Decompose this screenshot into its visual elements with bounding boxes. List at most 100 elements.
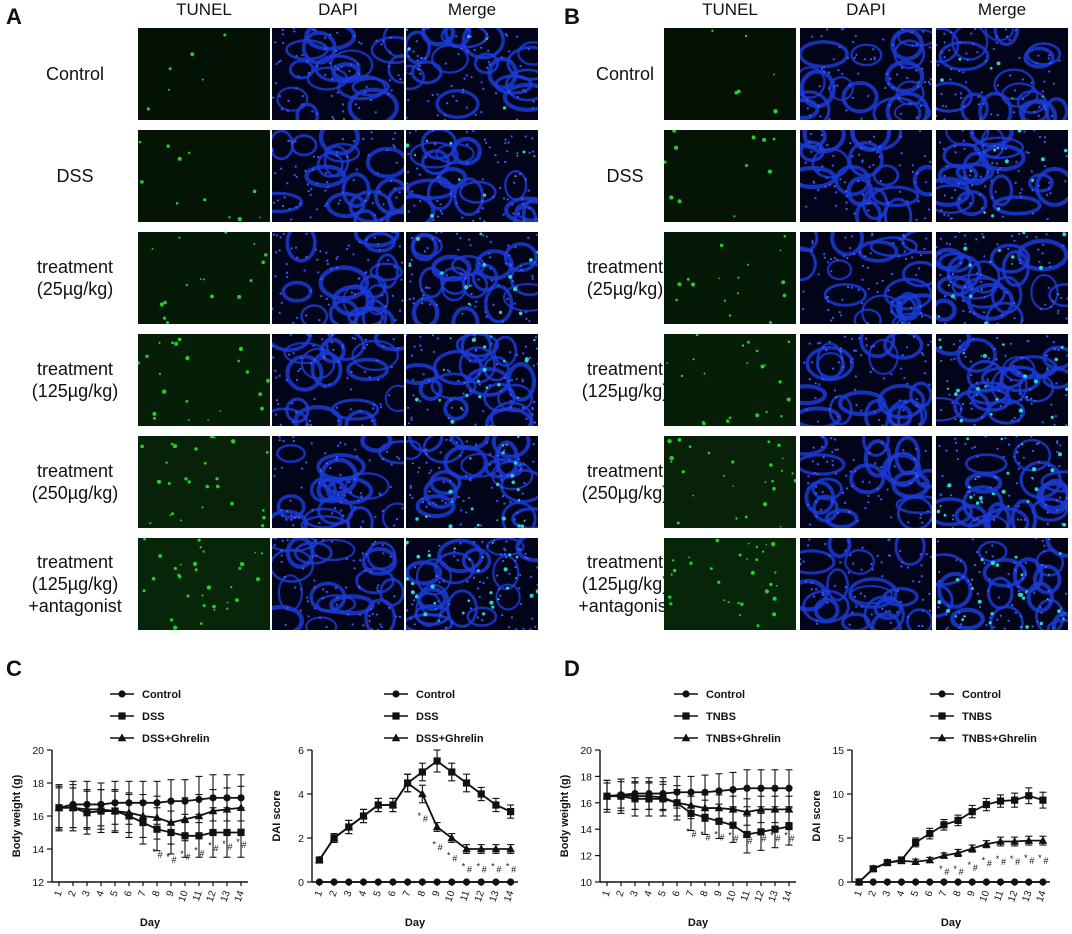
- significance-hash: #: [973, 863, 978, 873]
- significance-star: *: [418, 811, 422, 821]
- data-point: [982, 800, 990, 809]
- merge-micrograph: [406, 538, 538, 630]
- merge-micrograph: [406, 436, 538, 528]
- significance-hash: #: [467, 864, 472, 874]
- data-point: [418, 768, 426, 776]
- panel-letter-b: B: [564, 4, 580, 29]
- data-point: [1024, 836, 1034, 844]
- data-point: [602, 791, 612, 800]
- x-tick-label: 7: [401, 889, 413, 898]
- data-point: [757, 828, 765, 836]
- row-label-a-2: DSS: [0, 165, 150, 187]
- data-point: [194, 811, 204, 820]
- data-point: [388, 800, 398, 809]
- row-label-b-3: treatment (25µg/kg): [550, 256, 700, 300]
- significance-star: *: [982, 856, 986, 866]
- significance-hash: #: [241, 840, 246, 850]
- row-label-line: treatment: [586, 257, 664, 277]
- data-point: [701, 788, 709, 796]
- data-point: [616, 790, 626, 799]
- y-tick-label: 16: [32, 811, 44, 823]
- data-point: [68, 803, 78, 811]
- significance-hash: #: [511, 864, 516, 874]
- significance-hash: #: [157, 850, 162, 860]
- dapi-micrograph: [800, 436, 932, 528]
- x-tick-label: 14: [233, 889, 247, 904]
- data-point: [1025, 878, 1033, 886]
- significance-star: *: [506, 861, 510, 871]
- data-point: [770, 804, 780, 813]
- data-point: [507, 808, 515, 816]
- y-tick-label: 18: [580, 771, 592, 783]
- x-tick-label: 6: [923, 889, 935, 898]
- row-label-line: DSS: [606, 166, 644, 186]
- significance-star: *: [728, 831, 732, 841]
- significance-star: *: [686, 827, 690, 837]
- significance-hash: #: [185, 852, 190, 862]
- legend-marker: [938, 690, 946, 698]
- x-tick-label: 2: [67, 889, 79, 898]
- tunel-micrograph: [138, 436, 270, 528]
- data-point: [432, 822, 442, 831]
- y-axis-label: Body weight (g): [559, 774, 571, 857]
- row-label-line: (125µg/kg): [581, 574, 669, 594]
- row-label-line: (25µg/kg): [36, 279, 114, 299]
- data-point: [477, 790, 485, 798]
- data-point: [883, 858, 892, 866]
- tunel-micrograph: [138, 538, 270, 630]
- x-tick-label: 3: [342, 889, 354, 898]
- x-tick-label: 7: [137, 889, 149, 898]
- data-point: [180, 814, 190, 823]
- x-tick-label: 11: [992, 889, 1006, 903]
- data-point: [982, 839, 991, 848]
- x-tick-label: 3: [881, 889, 893, 898]
- legend-marker: [392, 690, 400, 698]
- data-point: [418, 789, 427, 798]
- x-tick-label: 8: [699, 889, 711, 898]
- significance-star: *: [996, 854, 1000, 864]
- data-point: [925, 855, 935, 864]
- data-point: [54, 803, 64, 811]
- significance-hash: #: [213, 844, 218, 854]
- legend-label: TNBS: [706, 711, 736, 723]
- significance-hash: #: [959, 867, 964, 877]
- merge-micrograph: [406, 232, 538, 324]
- legend-label: DSS: [416, 711, 439, 723]
- significance-star: *: [180, 849, 184, 859]
- data-point: [1011, 878, 1019, 886]
- y-tick-label: 10: [580, 877, 592, 889]
- x-tick-label: 7: [685, 889, 697, 898]
- row-label-line: (25µg/kg): [586, 279, 664, 299]
- row-label-line: (250µg/kg): [31, 483, 119, 503]
- x-tick-label: 6: [671, 889, 683, 898]
- data-point: [492, 801, 500, 809]
- tunel-micrograph: [664, 232, 796, 324]
- data-point: [729, 786, 737, 794]
- y-tick-label: 0: [298, 877, 304, 889]
- data-point: [138, 811, 148, 820]
- x-tick-label: 9: [165, 889, 177, 898]
- x-tick-label: 13: [1020, 889, 1034, 904]
- significance-star: *: [770, 831, 774, 841]
- significance-star: *: [1010, 854, 1014, 864]
- data-point: [630, 791, 640, 800]
- x-tick-label: 8: [151, 889, 163, 898]
- data-point: [166, 818, 176, 826]
- y-tick-label: 15: [832, 745, 844, 757]
- row-label-b-1: Control: [550, 63, 700, 85]
- data-point: [911, 857, 920, 865]
- data-point: [507, 878, 515, 886]
- x-tick-label: 14: [1035, 889, 1049, 904]
- panel-letter-d: D: [564, 656, 580, 681]
- data-point: [996, 837, 1005, 845]
- row-label-b-4: treatment (125µg/kg): [550, 358, 700, 402]
- data-point: [315, 878, 323, 886]
- x-tick-label: 10: [443, 889, 457, 904]
- data-point: [462, 844, 471, 853]
- row-label-b-6: treatment (125µg/kg) +antagonist: [550, 551, 700, 617]
- row-label-a-1: Control: [0, 63, 150, 85]
- significance-hash: #: [733, 834, 738, 844]
- data-point: [1038, 836, 1048, 844]
- tunel-micrograph: [664, 436, 796, 528]
- row-label-a-3: treatment (25µg/kg): [0, 256, 150, 300]
